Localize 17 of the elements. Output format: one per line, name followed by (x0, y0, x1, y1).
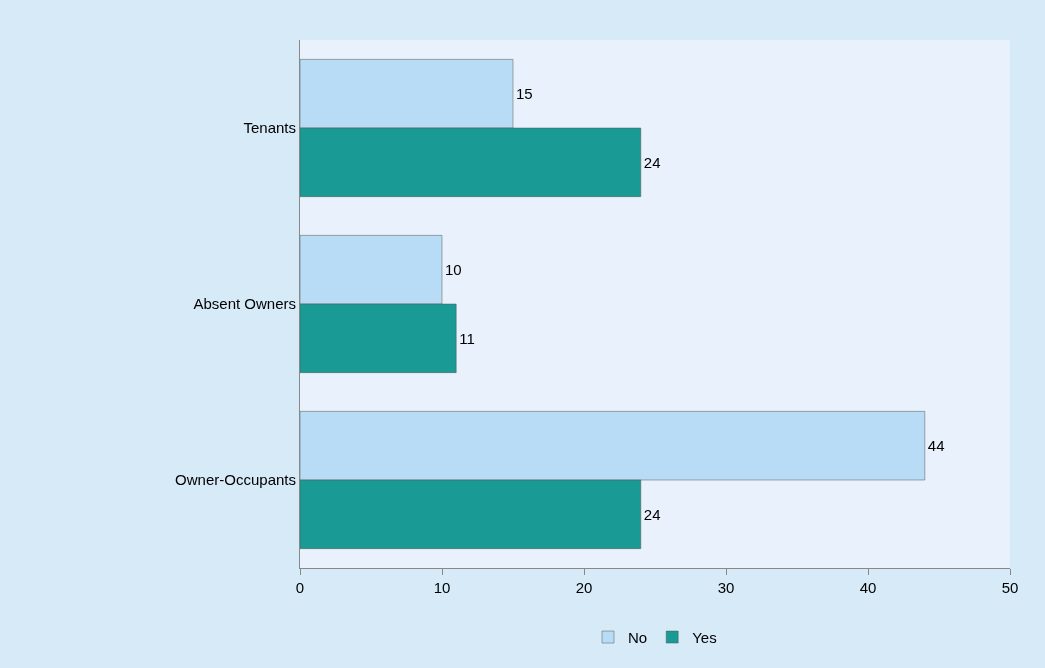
x-tick-label: 0 (295, 579, 305, 596)
legend-label: No (628, 628, 648, 646)
data-label: 11 (459, 329, 475, 347)
data-label: 10 (445, 261, 462, 279)
x-tick-label: 40 (859, 579, 877, 596)
x-tick-label: 30 (717, 579, 735, 596)
y-tick-label: Absent Owners (193, 295, 296, 313)
x-tick-label: 20 (575, 579, 593, 596)
y-tick-label: Tenants (243, 119, 296, 137)
data-label: 24 (643, 153, 661, 171)
data-label: 15 (516, 85, 533, 103)
data-label: 44 (927, 437, 945, 455)
legend-label: Yes (692, 628, 717, 646)
y-tick-label: Owner-Occupants (175, 471, 296, 489)
x-tick-label: 50 (1001, 579, 1019, 596)
x-tick-label: 10 (433, 579, 451, 596)
data-label: 24 (643, 505, 661, 523)
